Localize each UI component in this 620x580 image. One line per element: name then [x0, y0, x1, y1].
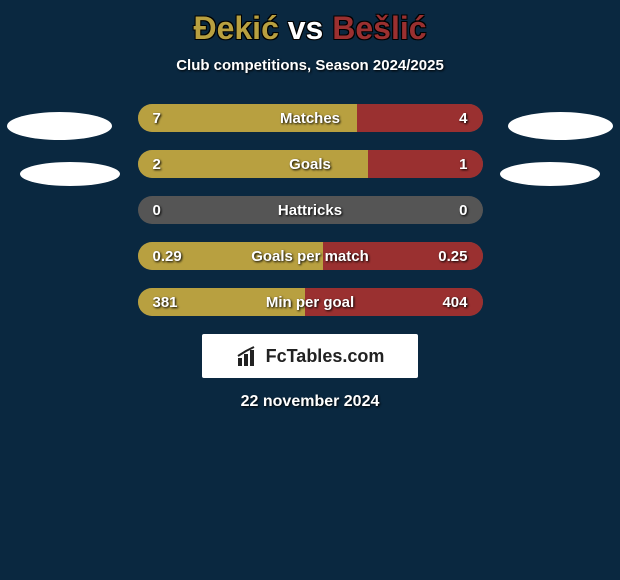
- logo-box[interactable]: FcTables.com: [202, 334, 418, 378]
- stat-label: Hattricks: [138, 202, 483, 219]
- stat-row-min-per-goal: 381 Min per goal 404: [138, 288, 483, 316]
- stat-label: Matches: [138, 110, 483, 127]
- stat-row-goals: 2 Goals 1: [138, 150, 483, 178]
- date-text: 22 november 2024: [0, 393, 620, 411]
- decorative-ellipse-right-2: [500, 162, 600, 186]
- stat-value-right: 0.25: [438, 248, 467, 265]
- player2-name: Bešlić: [332, 10, 426, 46]
- stat-row-matches: 7 Matches 4: [138, 104, 483, 132]
- logo-text: FcTables.com: [266, 346, 385, 367]
- player1-name: Đekić: [193, 10, 278, 46]
- subtitle: Club competitions, Season 2024/2025: [0, 57, 620, 74]
- decorative-ellipse-left-1: [7, 112, 112, 140]
- stat-label: Goals: [138, 156, 483, 173]
- comparison-title: Đekić vs Bešlić: [0, 10, 620, 47]
- vs-label: vs: [288, 10, 324, 46]
- stats-area: 7 Matches 4 2 Goals 1 0 Hattricks 0: [0, 104, 620, 316]
- decorative-ellipse-left-2: [20, 162, 120, 186]
- decorative-ellipse-right-1: [508, 112, 613, 140]
- stat-value-right: 0: [459, 202, 467, 219]
- stat-value-right: 1: [459, 156, 467, 173]
- stat-row-hattricks: 0 Hattricks 0: [138, 196, 483, 224]
- chart-icon: [236, 346, 260, 366]
- stat-value-right: 4: [459, 110, 467, 127]
- stat-value-right: 404: [442, 294, 467, 311]
- stat-label: Min per goal: [138, 294, 483, 311]
- stat-rows: 7 Matches 4 2 Goals 1 0 Hattricks 0: [138, 104, 483, 316]
- stat-label: Goals per match: [138, 248, 483, 265]
- comparison-container: Đekić vs Bešlić Club competitions, Seaso…: [0, 0, 620, 411]
- stat-row-goals-per-match: 0.29 Goals per match 0.25: [138, 242, 483, 270]
